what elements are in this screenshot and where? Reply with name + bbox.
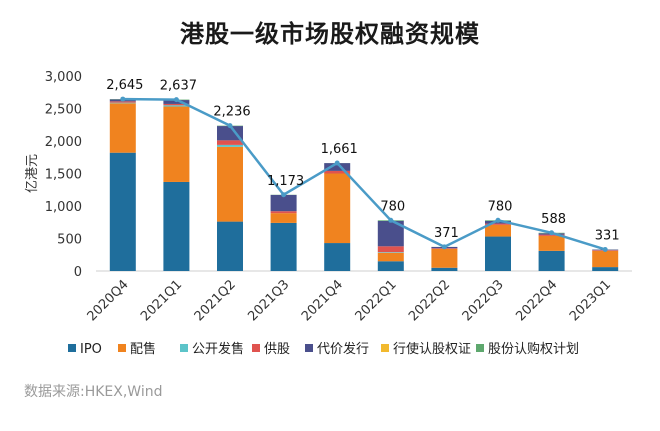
legend-swatch	[381, 344, 389, 352]
x-tick-label: 2020Q4	[85, 277, 132, 324]
bar-segment	[377, 252, 404, 262]
total-point	[388, 217, 394, 223]
total-data-label: 2,645	[106, 78, 143, 93]
bar-segment	[217, 146, 243, 222]
bar-segment	[270, 213, 297, 223]
bar-segment	[163, 103, 190, 106]
legend-item-label: IPO	[80, 342, 102, 357]
bar-segment	[485, 223, 511, 225]
total-point	[227, 123, 233, 129]
bar-segment	[217, 140, 243, 145]
x-tick-label: 2022Q1	[353, 277, 400, 324]
y-tick-label: 1,500	[45, 168, 82, 183]
total-data-label: 1,661	[321, 142, 358, 157]
bar-segment	[270, 194, 297, 212]
bar-segment	[270, 222, 297, 271]
legend-swatch	[305, 344, 313, 352]
legend-item-label: 代价发行	[317, 341, 369, 357]
bar-segment	[109, 102, 136, 104]
y-tick-label: 2,000	[45, 135, 82, 150]
bar-segment	[431, 267, 458, 271]
x-tick-label: 2022Q3	[460, 277, 507, 324]
bar-segment	[163, 181, 190, 271]
y-tick-label: 3,000	[45, 70, 82, 85]
bar-segment	[377, 246, 404, 253]
x-tick-label: 2021Q1	[138, 277, 185, 324]
x-tick-label: 2023Q1	[567, 277, 614, 324]
y-tick-label: 0	[74, 265, 82, 280]
bar-segment	[538, 235, 565, 251]
x-tick-label: 2022Q2	[406, 277, 453, 324]
bar-segment	[592, 267, 619, 271]
total-data-label: 2,637	[160, 79, 197, 94]
total-data-label: 1,173	[267, 174, 304, 189]
legend-swatch	[68, 344, 76, 352]
bar-segment	[217, 126, 243, 141]
total-point	[549, 230, 555, 236]
x-tick-label: 2021Q3	[245, 277, 292, 324]
x-tick-label: 2021Q2	[192, 277, 239, 324]
x-tick-label: 2021Q4	[299, 277, 346, 324]
bar-segment	[109, 103, 136, 153]
legend-item-label: 股份认购权计划	[488, 341, 579, 357]
total-point	[173, 97, 179, 103]
y-tick-label: 500	[57, 233, 82, 248]
y-tick-label: 1,000	[45, 200, 82, 215]
legend-item-label: 公开发售	[192, 341, 244, 357]
bar-segment	[270, 211, 297, 214]
total-data-label: 2,236	[213, 105, 250, 120]
bar-segment	[324, 173, 351, 244]
total-point	[281, 192, 287, 198]
legend-swatch	[476, 344, 484, 352]
total-data-label: 588	[541, 212, 566, 227]
y-tick-label: 2,500	[45, 103, 82, 118]
bar-segment	[377, 252, 404, 253]
legend-swatch	[118, 344, 126, 352]
legend-item-label: 配售	[130, 341, 156, 357]
total-point	[495, 217, 501, 223]
bar-segment	[109, 101, 136, 103]
legend-swatch	[180, 344, 188, 352]
total-line	[122, 97, 606, 251]
bar-segment	[592, 250, 619, 268]
bar-segment	[324, 170, 351, 174]
total-point	[120, 96, 126, 102]
legend-swatch	[252, 344, 260, 352]
bar-segment	[324, 163, 351, 171]
total-data-label: 331	[595, 228, 620, 243]
bar-segment	[431, 248, 458, 268]
total-data-label: 371	[434, 226, 459, 241]
legend-item-label: 行使认股权证	[393, 341, 471, 357]
bar-segment	[485, 224, 511, 237]
bar-segment	[163, 105, 190, 107]
total-point	[441, 244, 447, 250]
bar-segment	[485, 236, 511, 271]
bar-segment	[377, 261, 404, 271]
bar-segment	[163, 106, 190, 182]
bar-segment	[217, 221, 243, 271]
bar-segment	[109, 152, 136, 271]
source-note: 数据来源:HKEX,Wind	[24, 384, 163, 400]
chart-title: 港股一级市场股权融资规模	[180, 20, 480, 48]
total-point	[334, 160, 340, 166]
bar-segment	[538, 250, 565, 271]
total-data-label: 780	[488, 199, 513, 214]
bar-segment	[217, 144, 243, 147]
x-tick-label: 2022Q4	[513, 277, 560, 324]
total-point	[602, 246, 608, 252]
bar-segment	[324, 243, 351, 271]
y-axis-label: 亿港元	[25, 154, 40, 193]
total-data-label: 780	[380, 199, 405, 214]
legend-item-label: 供股	[264, 342, 290, 357]
